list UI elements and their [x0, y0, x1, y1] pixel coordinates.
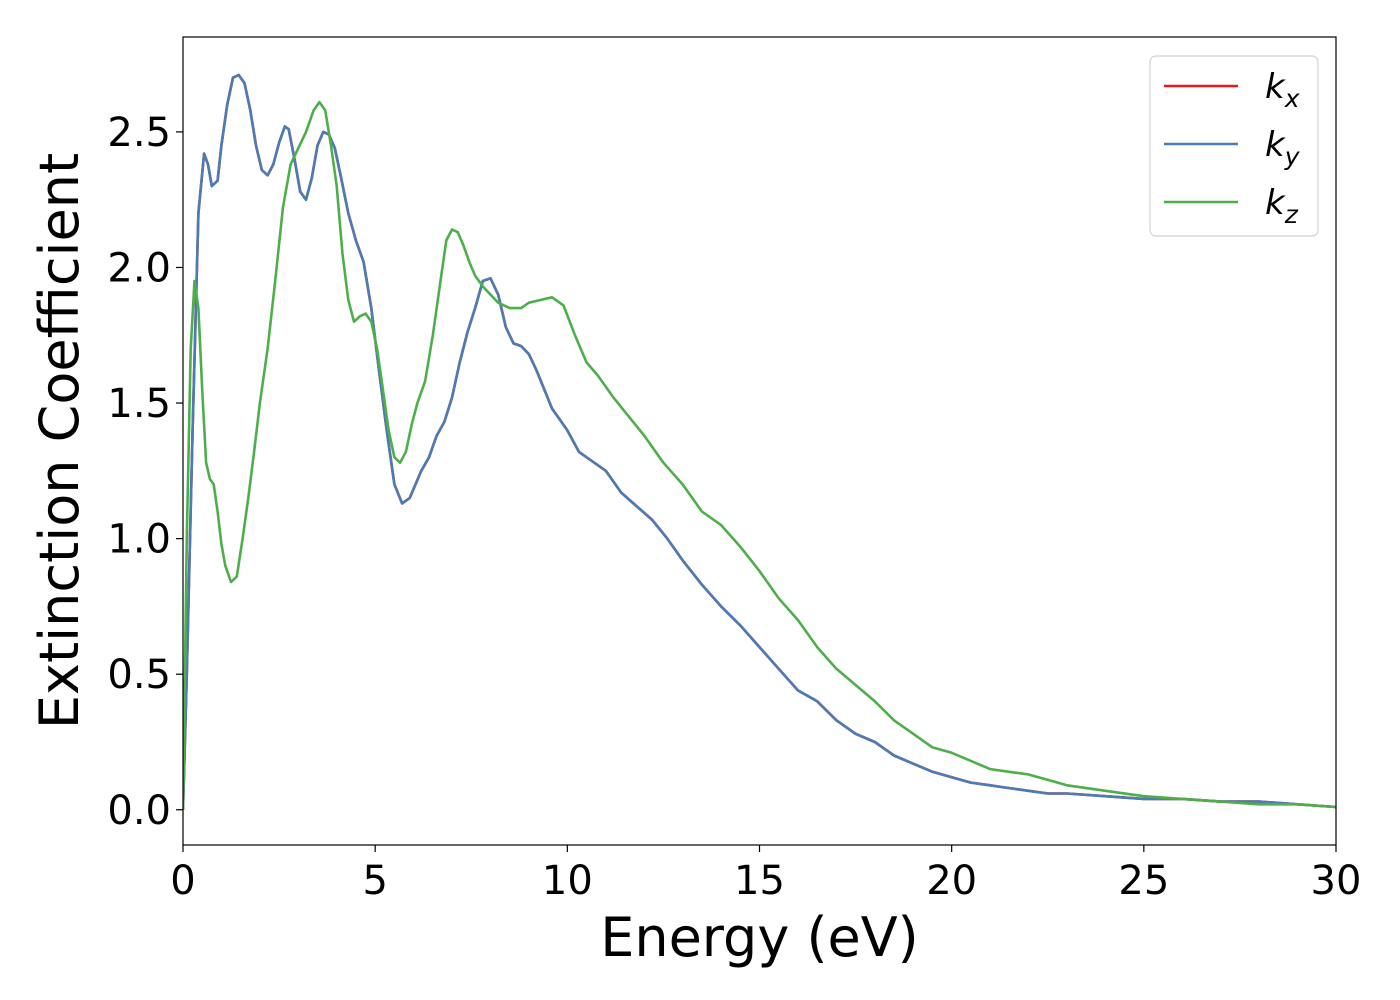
- x-axis: 0 5 10 15 20 25 30: [170, 845, 1361, 904]
- y-tick-label: 2.0: [107, 245, 171, 291]
- x-tick-label: 20: [926, 858, 977, 904]
- legend-label-subscript: x: [1284, 84, 1300, 113]
- y-tick-label: 0.0: [107, 788, 171, 834]
- y-tick-label: 2.5: [107, 110, 171, 156]
- legend-label-ky: ky: [1265, 125, 1301, 171]
- legend-label-kx: kx: [1265, 67, 1300, 113]
- x-tick-label: 0: [170, 858, 195, 904]
- legend-box: [1149, 55, 1319, 237]
- x-tick-label: 15: [734, 858, 785, 904]
- series-line-ky: [183, 73, 1336, 810]
- legend-label-base: k: [1265, 125, 1286, 165]
- series-lines: [183, 73, 1336, 810]
- y-tick-label: 1.0: [107, 517, 171, 563]
- legend-label-subscript: y: [1284, 142, 1301, 171]
- legend-label-subscript: z: [1284, 200, 1299, 229]
- y-axis-label: Extinction Coefficient: [28, 153, 91, 729]
- legend-label-base: k: [1265, 67, 1286, 107]
- x-tick-label: 5: [362, 858, 387, 904]
- series-line-kz: [183, 100, 1336, 810]
- x-tick-label: 30: [1311, 858, 1362, 904]
- x-tick-label: 10: [542, 858, 593, 904]
- legend-label-kz: kz: [1265, 183, 1299, 229]
- x-axis-label: Energy (eV): [600, 906, 919, 969]
- y-tick-label: 0.5: [107, 652, 171, 698]
- x-tick-label: 25: [1118, 858, 1169, 904]
- y-tick-label: 1.5: [107, 381, 171, 427]
- y-axis: 0.0 0.5 1.0 1.5 2.0 2.5: [107, 110, 183, 834]
- legend-label-base: k: [1265, 183, 1286, 223]
